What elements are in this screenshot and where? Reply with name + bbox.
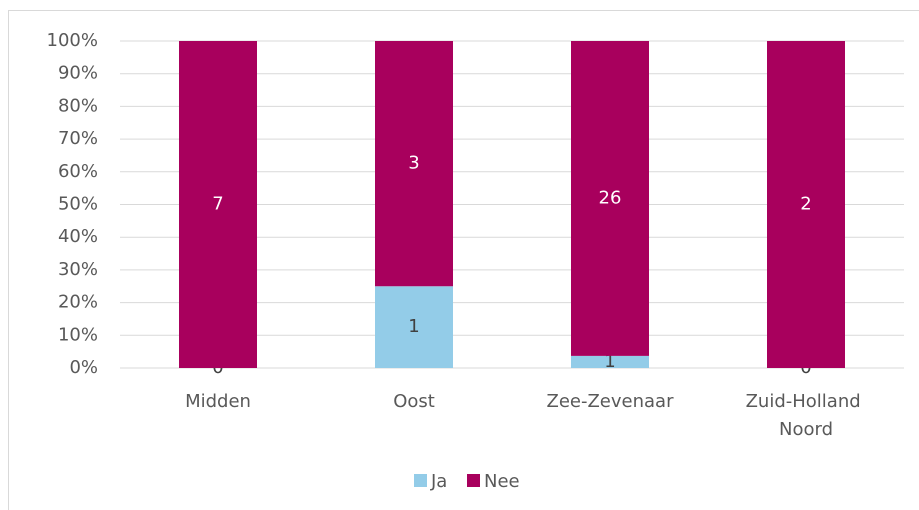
y-tick-label: 40% [58,226,98,247]
legend-label: Ja [430,471,447,492]
y-tick-label: 60% [58,161,98,182]
data-label: 1 [604,351,615,372]
x-tick-label: Zee-Zevenaar [547,391,675,412]
legend-swatch [467,474,480,487]
x-tick-label: Zuid-Holland Noord [746,391,867,440]
chart-frame [8,10,919,510]
y-tick-label: 10% [58,324,98,345]
bar-segment [571,355,649,368]
y-tick-label: 0% [69,357,98,378]
data-label: 26 [599,187,622,208]
y-tick-label: 80% [58,95,98,116]
bar-segment [375,286,453,368]
y-tick-label: 50% [58,194,98,215]
bar-segment [179,41,257,368]
bar-segment [571,41,649,356]
bar-segment [375,41,453,287]
x-tick-label: Oost [393,391,435,412]
y-tick-label: 20% [58,292,98,313]
data-label: 3 [408,153,419,174]
data-label: 7 [212,194,223,215]
y-tick-label: 30% [58,259,98,280]
legend-swatch [414,474,427,487]
x-tick-label: Midden [185,391,251,412]
y-tick-label: 90% [58,63,98,84]
bar-segment [767,41,845,368]
legend-label: Nee [484,471,520,492]
data-label: 1 [408,316,419,337]
y-tick-label: 70% [58,128,98,149]
data-label: 2 [800,194,811,215]
y-tick-label: 100% [47,30,98,51]
